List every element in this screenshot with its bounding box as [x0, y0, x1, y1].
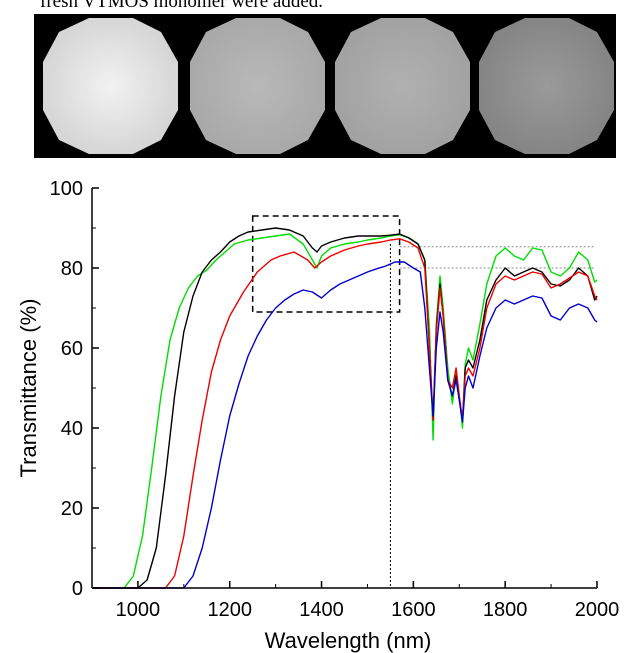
sample-photo-4	[479, 18, 614, 154]
y-tick-label-0: 0	[72, 578, 83, 600]
x-tick-label-1000: 1000	[116, 599, 161, 621]
series-line-4	[92, 261, 598, 589]
series-line-1	[92, 233, 598, 589]
zoom-box	[251, 215, 401, 313]
figure-caption: fresh VTMOS monomer were added.	[40, 0, 323, 12]
sample-photo-3	[335, 18, 470, 154]
x-tick-label-2000: 2000	[575, 599, 620, 621]
tick-labels: 1000 1200 1400 1600 1800 2000 0 20 40 60 80 100	[50, 178, 620, 621]
y-tick-label-40: 40	[61, 418, 83, 440]
x-axis-title: Wavelength (nm)	[265, 628, 432, 653]
x-tick-label-1400: 1400	[299, 599, 344, 621]
y-tick-label-60: 60	[61, 338, 83, 360]
series-line-3	[92, 238, 598, 589]
sample-disc-2	[190, 18, 325, 154]
sample-photo-strip	[34, 14, 616, 158]
y-tick-label-100: 100	[50, 178, 83, 200]
y-tick-label-20: 20	[61, 498, 83, 520]
y-axis-title: Transmittance (%)	[16, 299, 41, 478]
reference-lines	[251, 215, 595, 588]
series-line-2	[92, 227, 598, 589]
sample-disc-1	[43, 18, 178, 154]
sample-disc-4	[479, 18, 614, 154]
x-tick-label-1600: 1600	[391, 599, 436, 621]
sample-disc-3	[335, 18, 470, 154]
y-tick-label-80: 80	[61, 258, 83, 280]
series-lines	[92, 227, 598, 589]
axes	[91, 187, 598, 589]
sample-photo-2	[190, 18, 325, 154]
x-tick-label-1800: 1800	[483, 599, 528, 621]
x-tick-label-1200: 1200	[207, 599, 252, 621]
sample-photo-1	[43, 18, 178, 154]
